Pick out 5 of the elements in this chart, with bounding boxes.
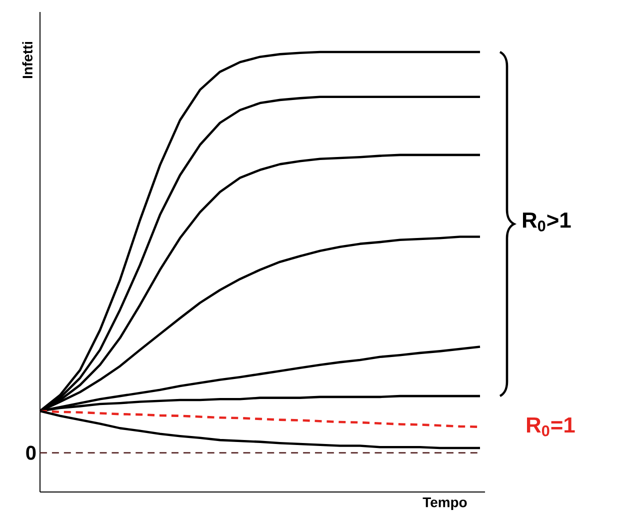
text: R$_{0}$>1	[522, 212, 571, 232]
y-axis-title: Infetti	[22, 42, 32, 78]
x-axis-title: Tempo	[422, 498, 467, 510]
text: R$_{0}$=1	[527, 417, 575, 436]
ref-line-label: 0	[26, 446, 36, 460]
